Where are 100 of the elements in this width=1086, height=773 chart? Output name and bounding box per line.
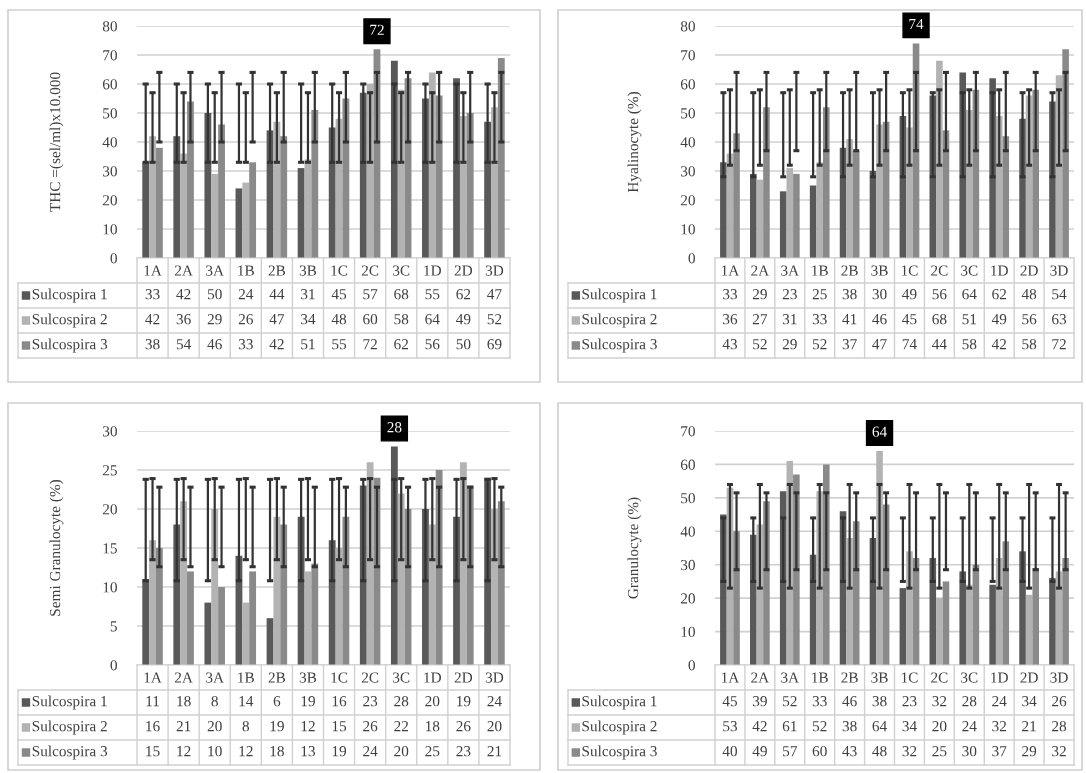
x-tick-label: 2B <box>841 265 858 276</box>
legend-label: Sulcospira 2 <box>582 313 657 328</box>
legend-label: Sulcospira 3 <box>32 338 108 353</box>
legend-label: Sulcospira 2 <box>32 313 107 328</box>
data-label: 12 <box>177 746 191 757</box>
x-tick-label: 2A <box>174 672 193 683</box>
data-label: 62 <box>394 339 408 350</box>
x-tick-label: 1A <box>721 672 740 683</box>
data-label: 26 <box>456 721 471 732</box>
data-label: 44 <box>269 289 285 300</box>
y-tick-label: 70 <box>103 50 117 61</box>
data-label: 23 <box>363 696 378 707</box>
legend-label: Sulcospira 3 <box>582 745 657 760</box>
x-tick-label: 2D <box>454 672 473 683</box>
y-tick-label: 25 <box>102 465 117 476</box>
y-tick-label: 10 <box>681 224 695 235</box>
data-label: 29 <box>752 289 767 300</box>
x-tick-label: 3D <box>1050 265 1068 276</box>
data-label: 15 <box>332 721 347 732</box>
data-label: 10 <box>208 746 222 757</box>
legend-label: Sulcospira 2 <box>32 720 107 735</box>
data-label: 22 <box>394 721 408 732</box>
y-tick-label: 80 <box>102 21 117 32</box>
data-label: 63 <box>1052 314 1067 325</box>
data-label: 38 <box>872 696 887 707</box>
y-tick-label: 40 <box>680 526 695 537</box>
x-tick-label: 3B <box>299 672 317 683</box>
y-tick-label: 60 <box>102 79 117 90</box>
y-tick-label: 0 <box>110 660 117 671</box>
y-axis-title: Semi Granulocyte (%) <box>49 479 64 616</box>
data-label: 23 <box>902 696 917 707</box>
x-tick-label: 1A <box>721 265 740 276</box>
data-label: 33 <box>723 289 737 300</box>
data-label: 45 <box>722 696 737 707</box>
x-tick-label: 3D <box>485 672 504 683</box>
data-label: 45 <box>902 314 917 325</box>
x-tick-label: 3A <box>206 672 224 683</box>
data-label: 53 <box>723 721 737 732</box>
data-label: 34 <box>902 721 917 732</box>
data-label: 52 <box>753 339 767 350</box>
y-tick-label: 30 <box>103 166 117 177</box>
data-label: 24 <box>363 746 378 757</box>
x-tick-label: 2C <box>931 265 948 276</box>
x-tick-label: 3A <box>206 265 224 276</box>
y-tick-label: 60 <box>680 459 695 470</box>
data-label: 20 <box>394 746 409 757</box>
data-label: 25 <box>812 289 827 300</box>
y-tick-label: 30 <box>103 426 117 437</box>
data-label: 16 <box>332 696 347 707</box>
annotation: 72 <box>370 24 384 35</box>
data-label: 36 <box>723 314 738 325</box>
data-label: 68 <box>394 289 409 300</box>
data-label: 20 <box>487 721 502 732</box>
x-tick-label: 3A <box>781 672 800 683</box>
y-axis-title: THC =(sel/ml)x10.000 <box>49 72 64 212</box>
data-label: 15 <box>146 746 160 757</box>
x-tick-label: 1C <box>901 672 918 683</box>
x-tick-label: 1A <box>144 265 162 276</box>
data-label: 40 <box>722 746 738 757</box>
y-tick-label: 70 <box>681 426 695 437</box>
data-label: 44 <box>932 339 947 350</box>
data-label: 64 <box>425 314 440 325</box>
data-label: 50 <box>207 289 222 300</box>
data-label: 32 <box>902 746 917 757</box>
data-label: 23 <box>456 746 471 757</box>
x-tick-label: 1C <box>331 672 348 683</box>
data-label: 48 <box>872 746 887 757</box>
data-label: 51 <box>301 339 315 350</box>
x-tick-label: 3B <box>299 265 317 276</box>
data-label: 24 <box>487 696 502 707</box>
data-label: 72 <box>1052 339 1066 350</box>
data-label: 32 <box>932 696 947 707</box>
y-tick-label: 0 <box>110 253 117 264</box>
x-tick-label: 1D <box>424 265 442 276</box>
data-label: 19 <box>301 696 315 707</box>
y-tick-label: 50 <box>103 108 117 119</box>
data-label: 49 <box>752 746 767 757</box>
data-label: 19 <box>457 696 471 707</box>
data-label: 32 <box>1052 746 1066 757</box>
data-label: 43 <box>842 746 857 757</box>
y-tick-label: 40 <box>102 137 117 148</box>
data-label: 49 <box>991 314 1007 325</box>
data-label: 54 <box>176 339 192 350</box>
data-label: 26 <box>363 721 378 732</box>
data-label: 47 <box>872 339 887 350</box>
annotation: 64 <box>872 426 887 437</box>
data-label: 52 <box>487 314 502 325</box>
x-tick-label: 2C <box>361 672 379 683</box>
data-label: 56 <box>932 289 947 300</box>
x-tick-label: 1C <box>331 265 348 276</box>
y-tick-label: 20 <box>102 195 117 206</box>
data-label: 8 <box>211 696 218 707</box>
x-tick-label: 1B <box>238 672 254 683</box>
x-tick-label: 2D <box>454 265 473 276</box>
data-label: 12 <box>239 746 253 757</box>
data-label: 29 <box>1022 746 1037 757</box>
data-label: 19 <box>332 746 347 757</box>
x-tick-label: 1D <box>991 265 1008 276</box>
x-tick-label: 2B <box>268 672 286 683</box>
y-tick-label: 70 <box>681 50 695 61</box>
